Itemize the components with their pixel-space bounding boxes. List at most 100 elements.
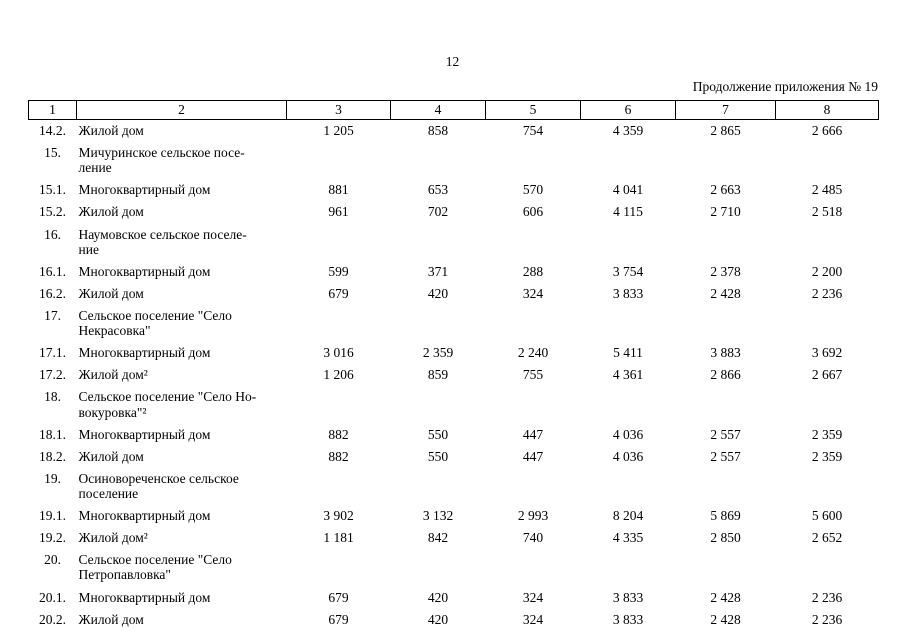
header-cell-1: 1 xyxy=(28,100,77,120)
row-value: 881 xyxy=(328,182,349,198)
row-value: 2 485 xyxy=(811,182,843,198)
row-value: 3 016 xyxy=(323,345,354,361)
row-num: 15. xyxy=(44,145,61,161)
row-value: 599 xyxy=(328,263,349,279)
table-row: 19.2. Жилой дом² 1 181 842 740 4 335 2 8… xyxy=(29,527,879,549)
table-row: 15. Мичуринское сельское посе- ление xyxy=(29,142,879,179)
row-value xyxy=(391,386,486,423)
row-value: 2 236 xyxy=(811,611,843,627)
row-value xyxy=(581,549,676,586)
row-num: 19. xyxy=(44,470,61,486)
row-num: 16. xyxy=(44,226,61,242)
row-num: 17. xyxy=(44,307,61,323)
row-num: 18.1. xyxy=(39,426,66,442)
row-value: 550 xyxy=(427,426,449,442)
table-header-row: 1 2 3 4 5 6 7 8 xyxy=(28,100,879,120)
row-name: Многоквартирный дом xyxy=(78,263,211,279)
row-value xyxy=(287,224,391,261)
row-value: 3 833 xyxy=(612,611,644,627)
row-value: 1 205 xyxy=(323,123,354,138)
row-value xyxy=(581,468,676,505)
row-value: 4 115 xyxy=(613,204,643,220)
table-row: 15.2. Жилой дом 961 702 606 4 115 2 710 … xyxy=(29,201,879,223)
row-value: 2 866 xyxy=(710,367,741,383)
row-value: 570 xyxy=(522,182,544,198)
header-cell-7: 7 xyxy=(675,100,776,120)
table-body: 14.2. Жилой дом 1 205 858 754 4 359 2 86… xyxy=(29,120,879,631)
row-num: 17.2. xyxy=(39,367,66,383)
table-row: 20.1. Многоквартирный дом 679 420 324 3 … xyxy=(29,587,879,609)
row-value: 4 359 xyxy=(612,123,644,138)
row-value: 842 xyxy=(427,530,449,546)
row-value: 755 xyxy=(522,367,544,383)
row-value xyxy=(776,386,879,423)
row-num: 18.2. xyxy=(39,448,66,464)
row-value: 5 869 xyxy=(710,508,741,524)
row-value xyxy=(676,468,776,505)
row-value xyxy=(287,305,391,342)
row-value xyxy=(287,468,391,505)
row-value: 754 xyxy=(522,123,544,138)
row-value: 2 667 xyxy=(811,367,843,383)
row-value: 2 200 xyxy=(811,263,843,279)
row-value xyxy=(486,224,581,261)
row-num: 17.1. xyxy=(39,345,66,361)
row-value: 2 663 xyxy=(710,182,741,198)
row-value: 2 240 xyxy=(517,345,549,361)
row-num: 19.1. xyxy=(39,508,66,524)
row-value: 5 600 xyxy=(811,508,843,524)
row-num: 20.2. xyxy=(39,611,66,627)
row-value: 4 036 xyxy=(612,426,644,442)
row-value: 882 xyxy=(328,426,349,442)
table-header: 1 2 3 4 5 6 7 8 xyxy=(28,100,879,120)
row-value: 2 428 xyxy=(710,589,741,605)
row-value: 550 xyxy=(427,448,449,464)
row-num: 20.1. xyxy=(39,589,66,605)
row-name: Сельское поселение "Село Петропавловка" xyxy=(78,552,232,583)
row-value xyxy=(581,305,676,342)
row-name: Многоквартирный дом xyxy=(78,508,211,524)
table-row: 14.2. Жилой дом 1 205 858 754 4 359 2 86… xyxy=(29,120,879,143)
row-value xyxy=(676,549,776,586)
row-num: 15.1. xyxy=(39,182,66,198)
table-row: 17.2. Жилой дом² 1 206 859 755 4 361 2 8… xyxy=(29,364,879,386)
row-value: 2 378 xyxy=(710,263,741,279)
row-value xyxy=(391,142,486,179)
table-row: 19. Осиновореченское сельское поселение xyxy=(29,468,879,505)
row-value xyxy=(486,386,581,423)
row-value: 679 xyxy=(328,285,349,301)
row-value xyxy=(676,386,776,423)
row-value xyxy=(776,468,879,505)
header-cell-2: 2 xyxy=(76,100,287,120)
header-cell-4: 4 xyxy=(390,100,486,120)
row-name: Многоквартирный дом xyxy=(78,182,211,198)
appendix-continuation-label: Продолжение приложения № 19 xyxy=(692,79,878,94)
row-value xyxy=(776,224,879,261)
row-value xyxy=(287,386,391,423)
row-name: Жилой дом² xyxy=(78,367,148,383)
row-value: 2 236 xyxy=(811,285,843,301)
row-name: Наумовское сельское поселе- ние xyxy=(78,226,247,257)
row-value xyxy=(581,386,676,423)
row-value: 882 xyxy=(328,448,349,464)
row-value: 324 xyxy=(522,285,544,301)
row-value: 858 xyxy=(427,123,449,138)
row-num: 19.2. xyxy=(39,530,66,546)
row-value: 447 xyxy=(522,448,544,464)
header-cell-8: 8 xyxy=(775,100,879,120)
row-value xyxy=(391,305,486,342)
row-value xyxy=(486,305,581,342)
row-value: 3 132 xyxy=(422,508,454,524)
row-value: 2 236 xyxy=(811,589,843,605)
row-value xyxy=(776,305,879,342)
row-value: 606 xyxy=(522,204,544,220)
row-value: 2 359 xyxy=(811,448,843,464)
row-value: 324 xyxy=(522,611,544,627)
row-name: Жилой дом² xyxy=(78,530,148,546)
row-value: 288 xyxy=(522,263,544,279)
row-value xyxy=(581,224,676,261)
row-value: 2 557 xyxy=(710,448,741,464)
row-value: 5 411 xyxy=(613,345,643,361)
table-row: 18.2. Жилой дом 882 550 447 4 036 2 557 … xyxy=(29,446,879,468)
row-value: 702 xyxy=(427,204,449,220)
